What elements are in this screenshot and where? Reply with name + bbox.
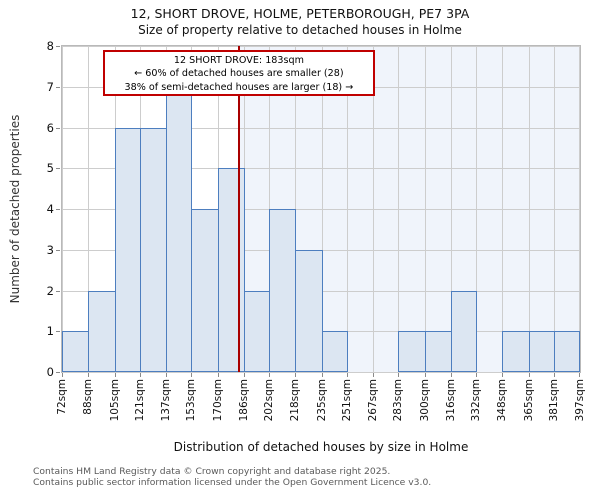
x-tick-label: 72sqm	[56, 379, 68, 415]
histogram-bar	[191, 209, 220, 372]
footer-line-2: Contains public sector information licen…	[33, 477, 432, 488]
histogram-bar	[114, 127, 142, 372]
x-tick-label: 202sqm	[263, 379, 276, 422]
footer-line-1: Contains HM Land Registry data © Crown c…	[33, 466, 391, 477]
grid-line-horizontal	[62, 168, 580, 170]
y-tick-label: 0	[46, 365, 54, 379]
y-tick-mark	[56, 331, 60, 333]
x-tick-label: 381sqm	[548, 379, 561, 422]
x-tick-label: 235sqm	[315, 379, 328, 422]
x-tick-label: 153sqm	[185, 379, 198, 422]
chart-subtitle: Size of property relative to detached ho…	[138, 23, 462, 37]
x-tick-label: 365sqm	[522, 379, 535, 422]
x-tick-label: 316sqm	[444, 379, 457, 422]
x-tick-mark	[425, 373, 427, 377]
x-tick-mark	[476, 373, 478, 377]
x-tick-mark	[398, 373, 400, 377]
x-tick-label: 300sqm	[419, 379, 432, 422]
histogram-bar	[87, 290, 116, 372]
histogram-bar	[554, 331, 580, 372]
histogram-bar	[62, 331, 89, 372]
x-tick-label: 348sqm	[495, 379, 508, 422]
x-tick-mark	[191, 373, 193, 377]
histogram-bar	[501, 331, 530, 372]
x-tick-mark	[347, 373, 349, 377]
x-tick-label: 251sqm	[341, 379, 354, 422]
y-tick-label: 6	[46, 120, 54, 135]
grid-line-horizontal	[62, 46, 580, 47]
x-tick-mark	[114, 373, 116, 377]
histogram-bar	[425, 331, 452, 372]
x-tick-label: 332sqm	[470, 379, 483, 422]
histogram-bar	[398, 331, 427, 372]
x-tick-mark	[554, 373, 556, 377]
x-tick-mark	[140, 373, 142, 377]
x-tick-label: 186sqm	[237, 379, 250, 422]
histogram-bar	[294, 249, 323, 372]
y-tick-label: 5	[46, 161, 54, 176]
x-tick-mark	[450, 373, 452, 377]
y-tick-mark	[56, 372, 60, 373]
x-tick-mark	[269, 373, 271, 377]
y-tick-label: 3	[46, 242, 54, 257]
chart-title: 12, SHORT DROVE, HOLME, PETERBOROUGH, PE…	[130, 6, 470, 21]
y-tick-mark	[56, 290, 60, 292]
x-tick-label: 121sqm	[134, 379, 147, 422]
plot-area: 12 SHORT DROVE: 183sqm ← 60% of detached…	[61, 45, 581, 373]
x-tick-mark	[294, 373, 296, 377]
property-size-marker-line	[237, 46, 240, 372]
y-tick-mark	[56, 209, 60, 210]
y-tick-mark	[56, 127, 60, 129]
histogram-bar	[528, 331, 556, 372]
histogram-bar	[450, 290, 478, 372]
histogram-bar	[165, 86, 193, 372]
x-tick-mark	[528, 373, 530, 377]
x-tick-mark	[165, 373, 167, 377]
y-tick-mark	[56, 249, 60, 251]
grid-line-horizontal	[62, 209, 580, 210]
grid-line-horizontal	[62, 372, 580, 373]
y-axis-title: Number of detached properties	[8, 114, 22, 304]
x-tick-label: 283sqm	[392, 379, 405, 422]
y-tick-mark	[56, 168, 60, 170]
annotation-line-2: ← 60% of detached houses are smaller (28…	[134, 68, 344, 80]
x-tick-label: 170sqm	[212, 379, 225, 422]
x-tick-mark	[579, 373, 580, 377]
y-tick-label: 7	[46, 79, 54, 94]
x-axis-title: Distribution of detached houses by size …	[173, 440, 469, 454]
x-tick-mark	[243, 373, 245, 377]
x-tick-label: 105sqm	[108, 379, 121, 422]
y-tick-label: 4	[46, 202, 54, 216]
x-tick-label: 397sqm	[574, 379, 586, 422]
annotation-line-1: 12 SHORT DROVE: 183sqm	[173, 55, 304, 66]
y-tick-label: 2	[46, 283, 54, 298]
histogram-bar	[269, 209, 296, 372]
annotation-line-3: 38% of semi-detached houses are larger (…	[124, 81, 354, 93]
histogram-bar	[243, 290, 271, 372]
x-tick-mark	[218, 373, 220, 377]
x-tick-mark	[372, 373, 374, 377]
x-tick-mark	[87, 373, 89, 377]
histogram-bar	[218, 168, 245, 372]
x-tick-mark	[62, 373, 63, 377]
y-tick-mark	[56, 46, 60, 47]
annotation-box: 12 SHORT DROVE: 183sqm ← 60% of detached…	[102, 50, 375, 96]
x-tick-label: 267sqm	[366, 379, 379, 422]
x-tick-mark	[321, 373, 323, 377]
histogram-bar	[321, 331, 349, 372]
x-tick-mark	[501, 373, 503, 377]
x-tick-label: 218sqm	[288, 379, 301, 422]
grid-line-horizontal	[62, 127, 580, 129]
x-tick-label: 137sqm	[159, 379, 172, 422]
y-tick-label: 8	[46, 39, 54, 53]
histogram-bar	[140, 127, 167, 372]
x-tick-label: 88sqm	[81, 379, 94, 415]
y-tick-label: 1	[46, 324, 54, 339]
y-tick-mark	[56, 86, 60, 88]
